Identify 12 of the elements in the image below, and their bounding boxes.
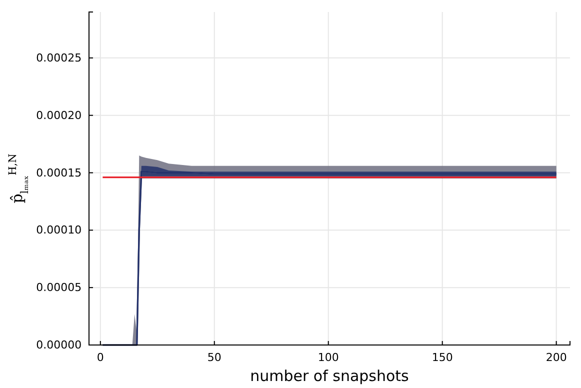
x-axis-title: number of snapshots (250, 367, 410, 385)
y-tick-label: 0.00005 (36, 281, 82, 294)
y-tick-label: 0.00020 (36, 108, 82, 122)
x-tick-label: 150 (432, 351, 453, 364)
y-tick-label: 0.00010 (36, 224, 82, 237)
x-tick-label: 0 (96, 351, 104, 364)
x-tick-label: 200 (546, 351, 567, 364)
y-tick-label: 0.00015 (36, 166, 82, 180)
y-tick-label: 0.00000 (36, 338, 82, 352)
x-tick-label: 50 (207, 351, 222, 364)
y-tick-label: 0.00025 (36, 51, 82, 64)
x-tick-label: 100 (318, 351, 339, 364)
